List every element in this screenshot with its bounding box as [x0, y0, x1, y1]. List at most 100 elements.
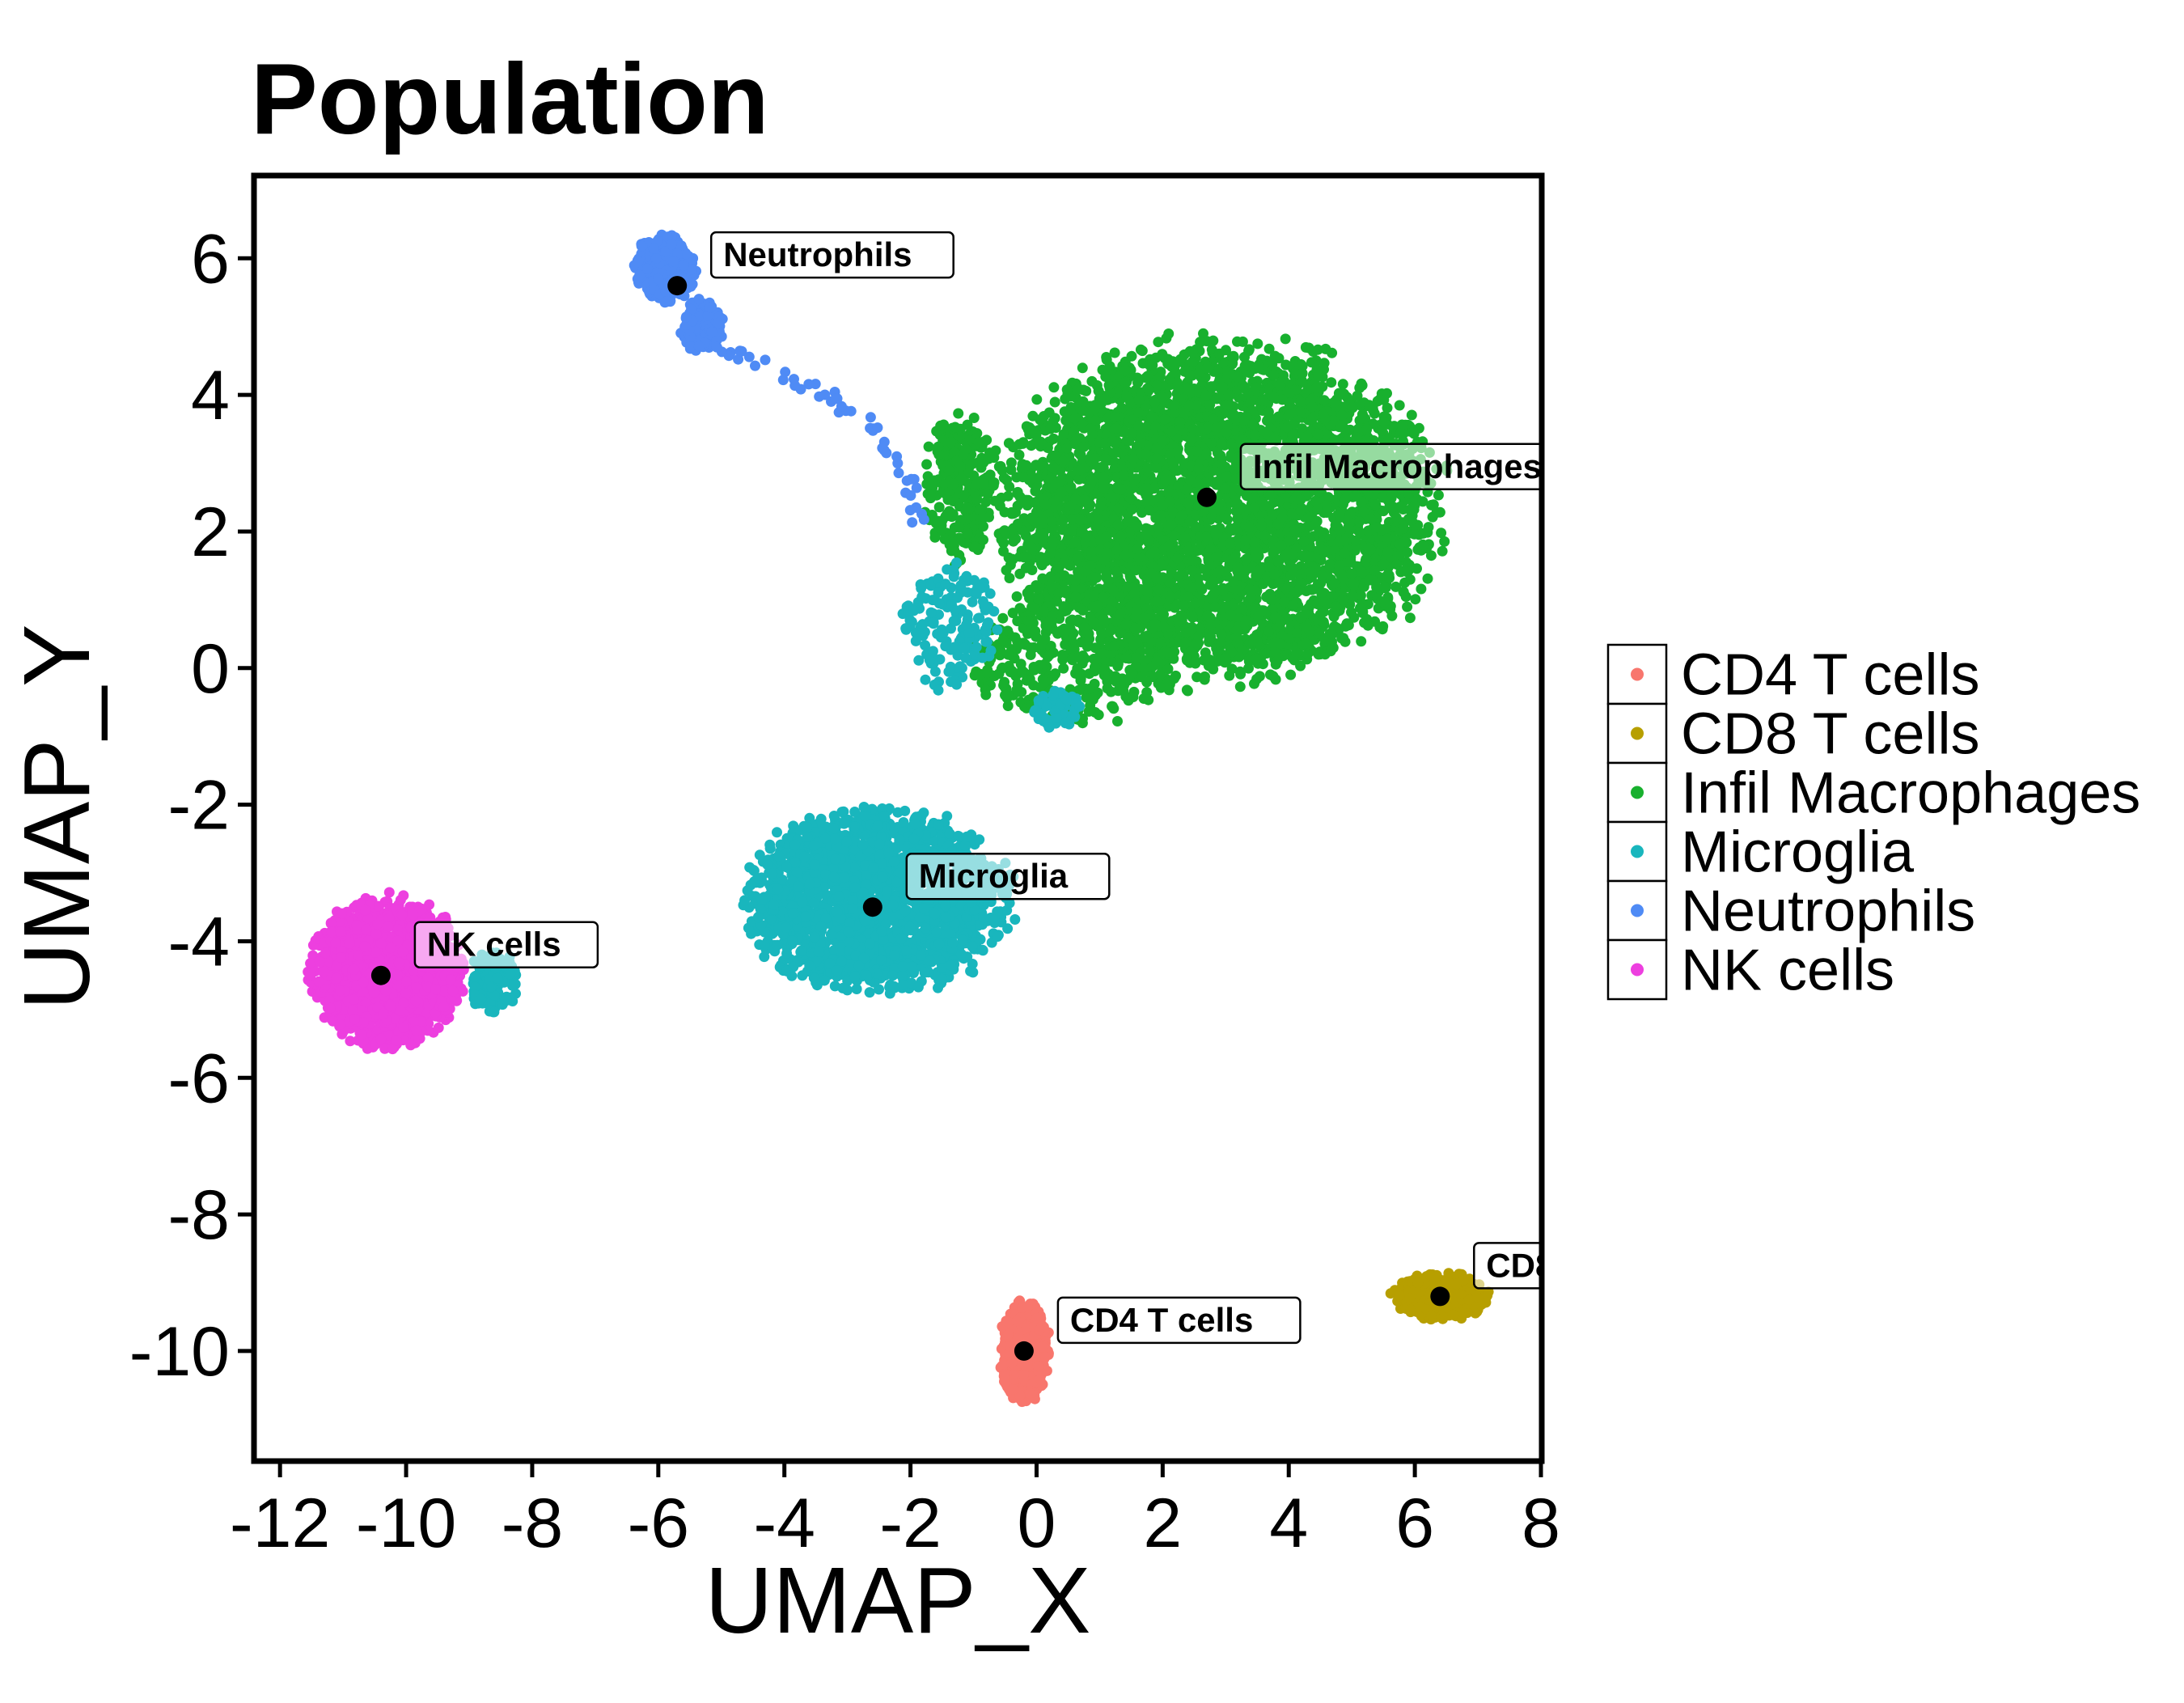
data-point — [1395, 538, 1406, 549]
data-point — [1201, 362, 1213, 374]
data-point — [1431, 507, 1442, 518]
data-point — [1382, 546, 1394, 557]
data-point — [1336, 633, 1348, 644]
data-point — [1132, 407, 1144, 418]
data-point — [1026, 565, 1038, 575]
data-point — [1415, 1302, 1426, 1312]
data-point — [1034, 438, 1045, 449]
data-point — [1124, 435, 1135, 447]
data-point — [1356, 636, 1367, 647]
data-point — [1132, 377, 1143, 388]
data-point — [1268, 391, 1279, 402]
data-point — [1008, 1384, 1018, 1395]
data-point — [1251, 673, 1263, 684]
data-point — [1069, 536, 1081, 548]
data-point — [1176, 610, 1187, 621]
data-point — [1255, 565, 1266, 576]
data-point — [1163, 487, 1174, 498]
data-point — [1248, 633, 1259, 644]
data-point — [998, 1358, 1009, 1370]
data-point — [1285, 669, 1297, 680]
data-point — [1383, 433, 1395, 444]
data-point — [1018, 1369, 1029, 1380]
data-point — [1380, 582, 1391, 594]
data-point — [1201, 655, 1213, 666]
data-point — [1078, 441, 1090, 452]
data-point — [1200, 532, 1212, 543]
data-point — [1482, 1290, 1493, 1301]
data-point — [1301, 621, 1311, 632]
data-point — [1396, 419, 1407, 430]
data-point — [1341, 618, 1352, 629]
data-point — [1079, 494, 1090, 506]
data-point — [1329, 578, 1340, 589]
data-point — [1284, 409, 1295, 421]
data-point — [1404, 574, 1416, 585]
data-point — [1027, 410, 1039, 422]
data-point — [1205, 631, 1217, 642]
data-point — [1077, 396, 1089, 407]
data-point — [1232, 498, 1243, 509]
data-point — [1361, 424, 1373, 435]
data-point — [1187, 423, 1199, 434]
data-point — [1081, 532, 1093, 542]
data-point — [1255, 520, 1267, 532]
data-point — [1017, 472, 1028, 483]
data-point — [1386, 610, 1398, 621]
data-point — [1243, 522, 1255, 532]
data-point — [1183, 498, 1194, 508]
data-point — [1026, 543, 1037, 554]
data-point — [1187, 565, 1198, 576]
data-point — [1402, 547, 1413, 558]
data-point — [1221, 471, 1232, 482]
data-point — [1305, 584, 1316, 595]
data-point — [1426, 1311, 1437, 1322]
data-point — [1075, 464, 1086, 476]
data-point — [1394, 400, 1405, 411]
data-point — [1157, 392, 1168, 404]
data-point — [1314, 649, 1326, 660]
data-point — [1008, 508, 1019, 519]
data-point — [1091, 380, 1103, 391]
data-point — [1145, 549, 1157, 560]
data-point — [1298, 536, 1310, 547]
data-point — [1168, 400, 1179, 411]
data-point — [1318, 616, 1329, 628]
data-point — [1111, 447, 1123, 458]
data-point — [1276, 394, 1288, 405]
data-point — [1457, 1307, 1468, 1318]
data-point — [1126, 350, 1137, 362]
data-point — [1140, 448, 1151, 460]
data-point — [1156, 499, 1167, 510]
data-point — [1314, 526, 1325, 536]
data-point — [1306, 566, 1316, 578]
data-point — [1004, 1347, 1015, 1358]
data-point — [1272, 655, 1283, 667]
data-point — [1092, 514, 1103, 525]
data-point — [1281, 422, 1293, 433]
data-point — [1404, 504, 1416, 515]
data-point — [1024, 1387, 1035, 1399]
data-point — [1316, 587, 1327, 598]
data-point — [1259, 530, 1270, 541]
data-point — [1354, 527, 1365, 538]
data-point — [1251, 653, 1262, 664]
data-point — [1004, 1339, 1015, 1350]
data-point — [1292, 627, 1302, 638]
data-point — [1021, 460, 1032, 471]
data-point — [1109, 347, 1120, 358]
data-point — [1014, 491, 1026, 502]
data-point — [1348, 591, 1359, 602]
data-point — [1049, 396, 1060, 408]
data-point — [1073, 383, 1085, 395]
data-point — [1046, 515, 1057, 527]
data-point — [1190, 597, 1201, 608]
data-point — [1101, 532, 1112, 543]
data-point — [1104, 361, 1115, 372]
data-point — [1254, 362, 1265, 373]
data-point — [1404, 1293, 1416, 1303]
data-point — [1240, 535, 1251, 546]
series-1-points — [1385, 1268, 1494, 1325]
data-point — [1193, 631, 1204, 642]
data-point — [1099, 393, 1111, 405]
